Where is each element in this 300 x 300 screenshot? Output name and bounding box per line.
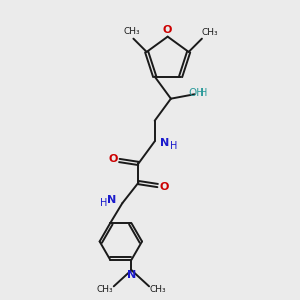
Text: O: O <box>159 182 169 192</box>
Text: H: H <box>200 88 208 98</box>
Text: O: O <box>108 154 118 164</box>
Text: N: N <box>107 195 117 205</box>
Text: CH₃: CH₃ <box>150 285 166 294</box>
Text: CH₃: CH₃ <box>124 27 140 36</box>
Text: O: O <box>163 25 172 35</box>
Text: CH₃: CH₃ <box>202 28 218 37</box>
Text: CH₃: CH₃ <box>97 285 113 294</box>
Text: H: H <box>100 198 108 208</box>
Text: N: N <box>127 270 136 280</box>
Text: N: N <box>160 138 169 148</box>
Text: OH: OH <box>188 88 204 98</box>
Text: H: H <box>170 141 178 151</box>
